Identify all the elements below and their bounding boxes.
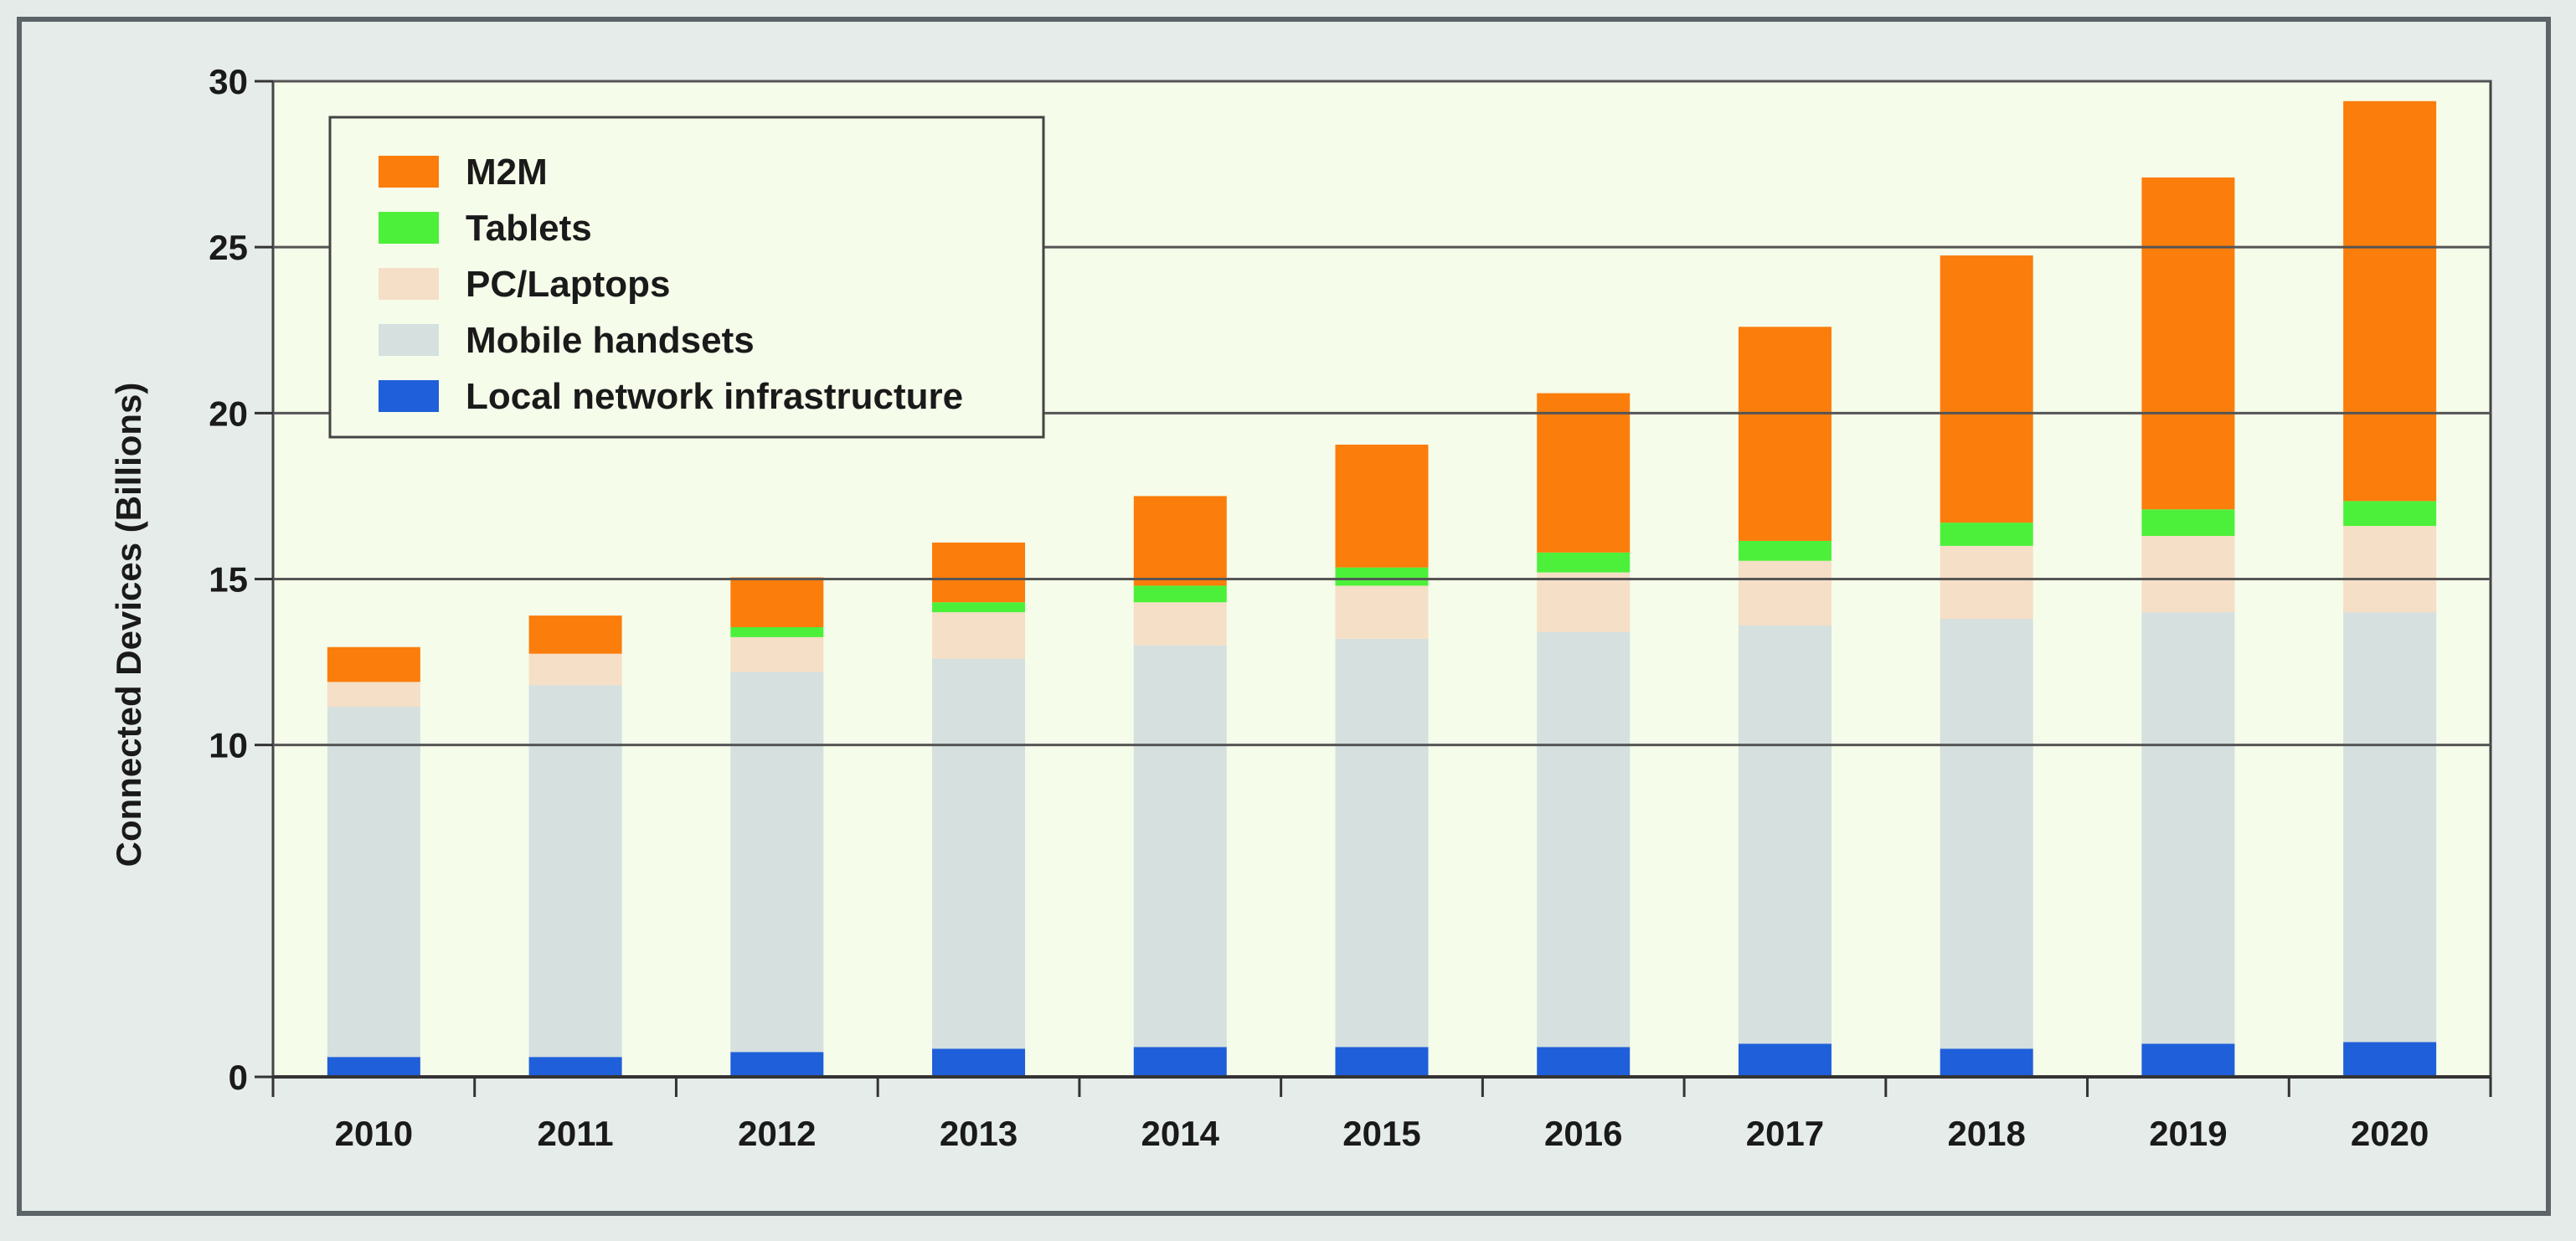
bar-segment xyxy=(1335,638,1429,1048)
bar-stack xyxy=(327,646,420,1077)
bar-segment xyxy=(1133,496,1227,586)
bar-stack xyxy=(1133,496,1227,1077)
stacked-bar-chart: 0 10 15 20 25 30 2010 2011 2012 2013 2014 2015 2016 2… xyxy=(109,62,2492,1153)
y-tick-label: 25 xyxy=(209,228,248,267)
legend-swatch xyxy=(379,212,439,244)
bar-segment xyxy=(1537,572,1631,632)
bar-segment xyxy=(1940,619,2033,1049)
bar-segment xyxy=(2343,501,2437,527)
bar-segment xyxy=(327,646,420,682)
bar-segment xyxy=(528,615,622,654)
bar-segment xyxy=(1335,444,1429,568)
bar-segment xyxy=(932,658,1026,1049)
bar-segment xyxy=(2141,1043,2235,1077)
bar-segment xyxy=(1940,523,2033,546)
legend-label: PC/Laptops xyxy=(466,264,670,305)
bar-segment xyxy=(1738,540,1832,561)
bar-segment xyxy=(1133,585,1227,603)
legend-label: Tablets xyxy=(466,208,592,249)
bar-segment xyxy=(1738,327,1832,541)
bar-segment xyxy=(1133,602,1227,646)
bar-segment xyxy=(2343,1042,2437,1077)
legend: M2M Tablets PC/Laptops Mobile handsets Local… xyxy=(328,116,1045,439)
bar-segment xyxy=(730,577,824,627)
bar-segment xyxy=(528,1057,622,1077)
bar-segment xyxy=(2141,509,2235,536)
bar-segment xyxy=(528,653,622,686)
bar-segment xyxy=(2343,612,2437,1043)
x-tick-label: 2019 xyxy=(2149,1114,2227,1153)
bar-segment xyxy=(932,1048,1026,1077)
bar-segment xyxy=(1335,585,1429,639)
bar-stack xyxy=(932,542,1026,1077)
bar-segment xyxy=(2141,177,2235,510)
bar-segment xyxy=(1335,1047,1429,1077)
x-tick-label: 2017 xyxy=(1746,1114,1824,1153)
x-tick-label: 2016 xyxy=(1544,1114,1622,1153)
bar-segment xyxy=(730,636,824,672)
legend-swatch xyxy=(379,156,439,188)
y-tick-label: 20 xyxy=(209,394,248,433)
bar-segment xyxy=(327,682,420,708)
bar-segment xyxy=(1537,393,1631,553)
y-tick-label: 15 xyxy=(209,560,248,600)
x-tick-label: 2020 xyxy=(2351,1114,2429,1153)
bar-stack xyxy=(1537,393,1631,1077)
bar-stack xyxy=(1335,444,1429,1077)
legend-swatch xyxy=(379,380,439,412)
chart-frame: 0 10 15 20 25 30 2010 2011 2012 2013 2014 2015 2016 2… xyxy=(17,17,2551,1216)
bar-segment xyxy=(2141,535,2235,613)
bar-segment xyxy=(1738,1043,1832,1077)
bar-segment xyxy=(2141,612,2235,1044)
bar-segment xyxy=(1335,567,1429,586)
bar-segment xyxy=(2343,100,2437,502)
bar-segment xyxy=(932,542,1026,603)
y-tick-label: 10 xyxy=(209,726,248,765)
bar-segment xyxy=(730,626,824,637)
legend-label: Local network infrastructure xyxy=(466,376,963,417)
bar-segment xyxy=(2343,526,2437,613)
x-tick-label: 2013 xyxy=(940,1114,1018,1153)
bar-segment xyxy=(1738,625,1832,1044)
legend-label: Mobile handsets xyxy=(466,320,755,361)
bar-segment xyxy=(1537,552,1631,573)
x-tick-label: 2011 xyxy=(538,1114,614,1153)
bar-stack xyxy=(1738,327,1832,1077)
bar-segment xyxy=(1537,1047,1631,1077)
y-axis-title: Connected Devices (Billions) xyxy=(109,383,148,868)
legend-label: M2M xyxy=(466,152,548,193)
bar-segment xyxy=(1940,255,2033,523)
bar-segment xyxy=(1133,645,1227,1048)
bar-stack xyxy=(528,615,622,1077)
bars xyxy=(327,100,2437,1077)
bar-segment xyxy=(932,612,1026,659)
legend-swatch xyxy=(379,268,439,300)
legend-swatch xyxy=(379,324,439,356)
legend-box xyxy=(328,116,1045,439)
bar-segment xyxy=(1738,560,1832,626)
bar-segment xyxy=(528,685,622,1058)
bar-segment xyxy=(1537,631,1631,1048)
y-tick-label: 30 xyxy=(209,62,248,101)
x-tick-label: 2010 xyxy=(335,1114,413,1153)
bar-stack xyxy=(2343,100,2437,1077)
bar-segment xyxy=(1133,1047,1227,1077)
x-tick-label: 2015 xyxy=(1342,1114,1420,1153)
bar-segment xyxy=(327,707,420,1058)
bar-stack xyxy=(730,577,824,1077)
bar-stack xyxy=(1940,255,2033,1077)
x-tick-label: 2018 xyxy=(1947,1114,2025,1153)
x-tick-label: 2012 xyxy=(738,1114,816,1153)
y-tick-label: 0 xyxy=(229,1058,248,1097)
bar-segment xyxy=(730,1052,824,1077)
x-tick-label: 2014 xyxy=(1141,1114,1220,1153)
axes: 0 10 15 20 25 30 2010 2011 2012 2013 2014 2015 2016 2… xyxy=(209,62,2492,1153)
bar-segment xyxy=(327,1057,420,1077)
bar-segment xyxy=(730,672,824,1053)
bar-stack xyxy=(2141,177,2235,1077)
bar-segment xyxy=(1940,1048,2033,1077)
bar-segment xyxy=(932,602,1026,613)
bar-segment xyxy=(1940,545,2033,620)
